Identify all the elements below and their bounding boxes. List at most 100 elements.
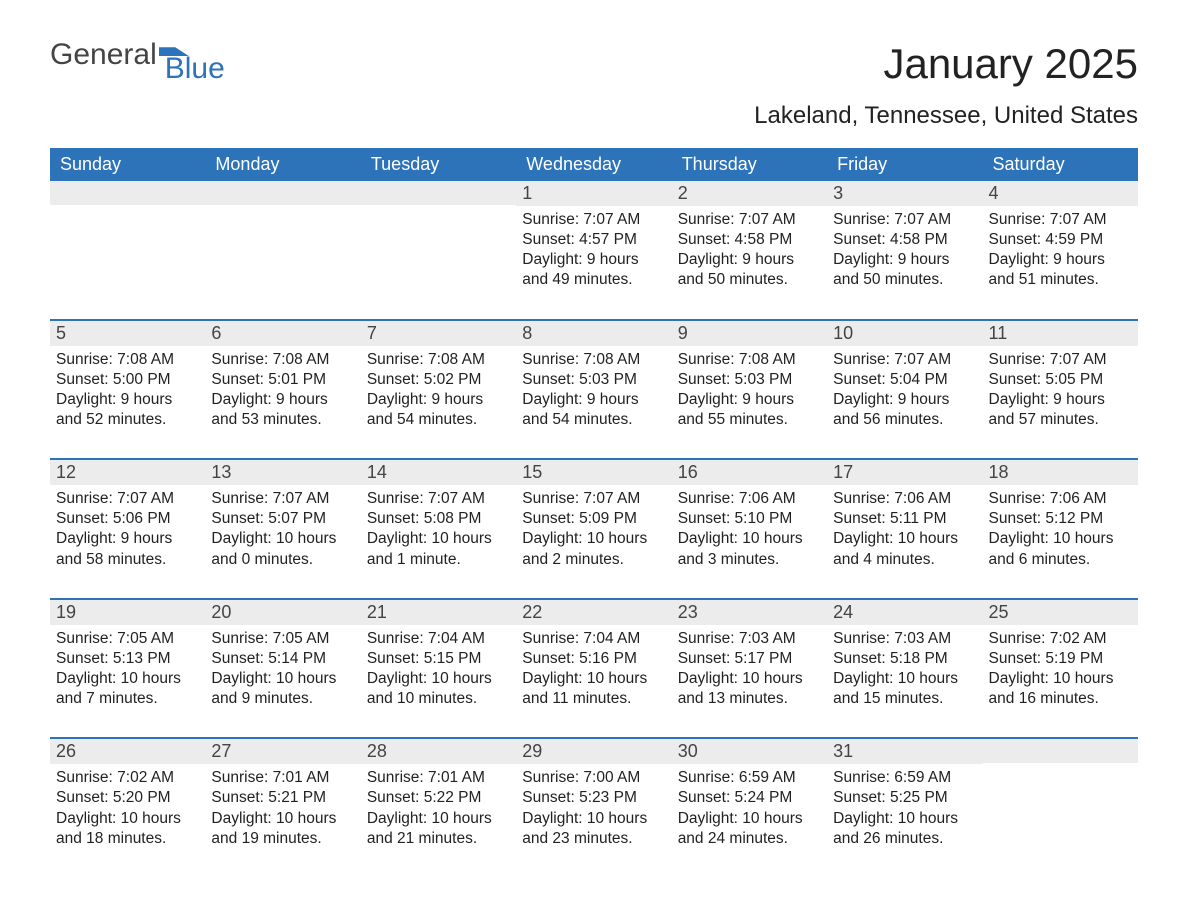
location-subtitle: Lakeland, Tennessee, United States (754, 102, 1138, 130)
day-details: Sunrise: 7:07 AMSunset: 5:06 PMDaylight:… (56, 489, 199, 570)
daylight-line: Daylight: 9 hours and 55 minutes. (678, 390, 821, 430)
calendar-cell: 7Sunrise: 7:08 AMSunset: 5:02 PMDaylight… (361, 320, 516, 460)
day-details: Sunrise: 7:01 AMSunset: 5:21 PMDaylight:… (211, 768, 354, 849)
sunrise-line: Sunrise: 7:00 AM (522, 768, 665, 788)
calendar-cell: 23Sunrise: 7:03 AMSunset: 5:17 PMDayligh… (672, 599, 827, 739)
daylight-line: Daylight: 10 hours and 6 minutes. (989, 529, 1132, 569)
sunset-line: Sunset: 5:11 PM (833, 509, 976, 529)
sunset-line: Sunset: 5:01 PM (211, 370, 354, 390)
day-details: Sunrise: 7:06 AMSunset: 5:11 PMDaylight:… (833, 489, 976, 570)
daylight-line: Daylight: 9 hours and 53 minutes. (211, 390, 354, 430)
calendar-table: SundayMondayTuesdayWednesdayThursdayFrid… (50, 148, 1138, 877)
sunset-line: Sunset: 5:05 PM (989, 370, 1132, 390)
sunrise-line: Sunrise: 7:05 AM (211, 629, 354, 649)
daylight-line: Daylight: 9 hours and 51 minutes. (989, 250, 1132, 290)
sunrise-line: Sunrise: 7:07 AM (367, 489, 510, 509)
daylight-line: Daylight: 10 hours and 1 minute. (367, 529, 510, 569)
day-number: 20 (205, 600, 360, 625)
daylight-line: Daylight: 10 hours and 23 minutes. (522, 809, 665, 849)
calendar-cell: 17Sunrise: 7:06 AMSunset: 5:11 PMDayligh… (827, 459, 982, 599)
day-number: 9 (672, 321, 827, 346)
daylight-line: Daylight: 10 hours and 16 minutes. (989, 669, 1132, 709)
day-details: Sunrise: 7:04 AMSunset: 5:16 PMDaylight:… (522, 629, 665, 710)
sunset-line: Sunset: 5:12 PM (989, 509, 1132, 529)
sunset-line: Sunset: 5:17 PM (678, 649, 821, 669)
day-details: Sunrise: 7:04 AMSunset: 5:15 PMDaylight:… (367, 629, 510, 710)
calendar-cell (205, 181, 360, 320)
sunrise-line: Sunrise: 7:05 AM (56, 629, 199, 649)
day-number: 8 (516, 321, 671, 346)
day-number: 7 (361, 321, 516, 346)
day-details: Sunrise: 7:08 AMSunset: 5:03 PMDaylight:… (522, 350, 665, 431)
sunrise-line: Sunrise: 7:02 AM (989, 629, 1132, 649)
day-details: Sunrise: 7:05 AMSunset: 5:13 PMDaylight:… (56, 629, 199, 710)
sunset-line: Sunset: 5:21 PM (211, 788, 354, 808)
day-number: 4 (983, 181, 1138, 206)
day-number: 10 (827, 321, 982, 346)
sunrise-line: Sunrise: 7:08 AM (367, 350, 510, 370)
calendar-cell: 31 Sunrise: 6:59 AMSunset: 5:25 PMDayligh… (827, 738, 982, 877)
calendar-cell: 29Sunrise: 7:00 AMSunset: 5:23 PMDayligh… (516, 738, 671, 877)
daylight-line: Daylight: 10 hours and 7 minutes. (56, 669, 199, 709)
calendar-cell: 16 Sunrise: 7:06 AMSunset: 5:10 PMDayligh… (672, 459, 827, 599)
daylight-line: Daylight: 10 hours and 10 minutes. (367, 669, 510, 709)
calendar-cell: 12Sunrise: 7:07 AMSunset: 5:06 PMDayligh… (50, 459, 205, 599)
day-details: Sunrise: 7:07 AMSunset: 5:09 PMDaylight:… (522, 489, 665, 570)
day-number: 27 (205, 739, 360, 764)
day-details: Sunrise: 7:06 AMSunset: 5:10 PMDaylight:… (678, 489, 821, 570)
calendar-cell: 20Sunrise: 7:05 AMSunset: 5:14 PMDayligh… (205, 599, 360, 739)
day-number (205, 181, 360, 205)
day-number: 13 (205, 460, 360, 485)
calendar-cell: 22Sunrise: 7:04 AMSunset: 5:16 PMDayligh… (516, 599, 671, 739)
day-details: Sunrise: 7:02 AMSunset: 5:19 PMDaylight:… (989, 629, 1132, 710)
sunrise-line: Sunrise: 7:06 AM (678, 489, 821, 509)
sunset-line: Sunset: 5:03 PM (522, 370, 665, 390)
daylight-line: Daylight: 10 hours and 24 minutes. (678, 809, 821, 849)
sunrise-line: Sunrise: 7:06 AM (833, 489, 976, 509)
day-number: 28 (361, 739, 516, 764)
sunrise-line: Sunrise: 6:59 AM (833, 768, 976, 788)
day-number: 5 (50, 321, 205, 346)
weekday-header: Monday (205, 148, 360, 181)
daylight-line: Daylight: 10 hours and 0 minutes. (211, 529, 354, 569)
sunset-line: Sunset: 5:02 PM (367, 370, 510, 390)
calendar-cell: 25Sunrise: 7:02 AMSunset: 5:19 PMDayligh… (983, 599, 1138, 739)
daylight-line: Daylight: 10 hours and 21 minutes. (367, 809, 510, 849)
sunrise-line: Sunrise: 7:08 AM (522, 350, 665, 370)
sunset-line: Sunset: 5:10 PM (678, 509, 821, 529)
day-details: Sunrise: 7:07 AMSunset: 4:57 PMDaylight:… (522, 210, 665, 291)
calendar-cell: 30Sunrise: 6:59 AMSunset: 5:24 PMDayligh… (672, 738, 827, 877)
calendar-cell: 4Sunrise: 7:07 AMSunset: 4:59 PMDaylight… (983, 181, 1138, 320)
calendar-cell (361, 181, 516, 320)
day-details: Sunrise: 7:07 AMSunset: 4:58 PMDaylight:… (678, 210, 821, 291)
day-details: Sunrise: 7:03 AMSunset: 5:18 PMDaylight:… (833, 629, 976, 710)
calendar-cell: 1Sunrise: 7:07 AMSunset: 4:57 PMDaylight… (516, 181, 671, 320)
day-number: 19 (50, 600, 205, 625)
sunset-line: Sunset: 5:24 PM (678, 788, 821, 808)
daylight-line: Daylight: 9 hours and 57 minutes. (989, 390, 1132, 430)
daylight-line: Daylight: 9 hours and 54 minutes. (522, 390, 665, 430)
day-details: Sunrise: 7:08 AMSunset: 5:01 PMDaylight:… (211, 350, 354, 431)
calendar-cell: 15Sunrise: 7:07 AMSunset: 5:09 PMDayligh… (516, 459, 671, 599)
calendar-cell: 11Sunrise: 7:07 AMSunset: 5:05 PMDayligh… (983, 320, 1138, 460)
sunrise-line: Sunrise: 7:03 AM (678, 629, 821, 649)
day-number: 16 (672, 460, 827, 485)
weekday-header: Tuesday (361, 148, 516, 181)
sunrise-line: Sunrise: 7:08 AM (56, 350, 199, 370)
brand-logo: General Blue (50, 40, 225, 84)
daylight-line: Daylight: 9 hours and 58 minutes. (56, 529, 199, 569)
day-number: 31 (827, 739, 982, 764)
day-details: Sunrise: 7:06 AMSunset: 5:12 PMDaylight:… (989, 489, 1132, 570)
calendar-cell: 21Sunrise: 7:04 AMSunset: 5:15 PMDayligh… (361, 599, 516, 739)
day-number: 24 (827, 600, 982, 625)
sunset-line: Sunset: 5:25 PM (833, 788, 976, 808)
sunrise-line: Sunrise: 7:07 AM (678, 210, 821, 230)
daylight-line: Daylight: 10 hours and 26 minutes. (833, 809, 976, 849)
sunrise-line: Sunrise: 7:04 AM (522, 629, 665, 649)
sunset-line: Sunset: 5:08 PM (367, 509, 510, 529)
sunrise-line: Sunrise: 7:07 AM (522, 489, 665, 509)
calendar-cell: 24 Sunrise: 7:03 AMSunset: 5:18 PMDayligh… (827, 599, 982, 739)
sunset-line: Sunset: 5:04 PM (833, 370, 976, 390)
brand-right: Blue (165, 54, 225, 84)
sunrise-line: Sunrise: 7:08 AM (678, 350, 821, 370)
